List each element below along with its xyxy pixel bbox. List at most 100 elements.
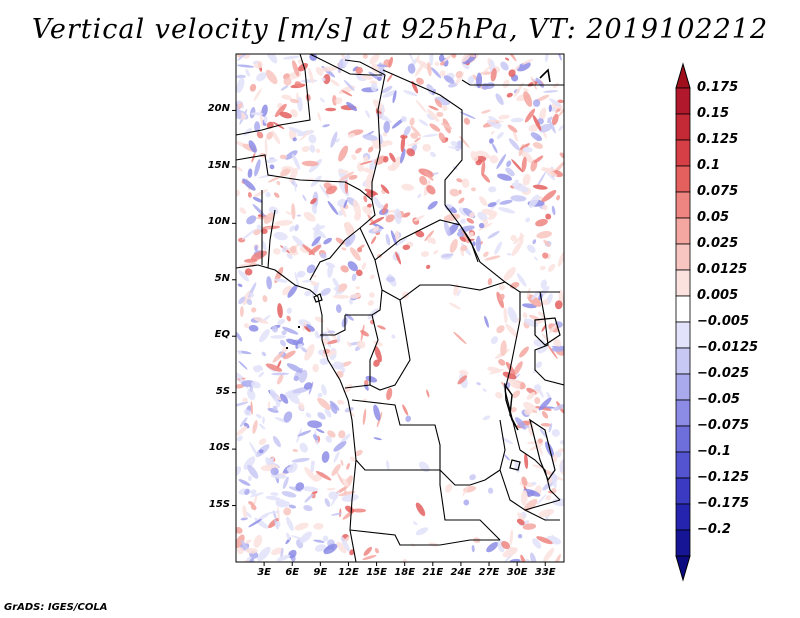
field-blob xyxy=(323,543,338,555)
field-blob xyxy=(400,115,408,123)
field-blob xyxy=(357,247,363,253)
field-blob xyxy=(386,387,393,401)
field-blob xyxy=(456,289,462,297)
colorbar-segment xyxy=(675,399,691,427)
field-blob xyxy=(331,364,346,371)
field-blob xyxy=(556,194,561,201)
field-blob xyxy=(305,412,312,418)
field-blob xyxy=(340,54,351,68)
field-blob xyxy=(337,169,349,174)
field-blob xyxy=(370,236,377,245)
field-blob xyxy=(335,97,343,105)
colorbar-segment xyxy=(675,477,691,505)
field-blob xyxy=(236,332,243,342)
axis-ticks xyxy=(232,109,546,566)
field-blob xyxy=(295,482,305,491)
field-blob xyxy=(330,512,343,516)
field-blob xyxy=(236,435,243,442)
field-blob xyxy=(313,539,325,543)
field-blob xyxy=(510,234,517,242)
field-blob xyxy=(422,133,439,138)
field-blob xyxy=(427,108,440,122)
field-blob xyxy=(294,81,302,87)
field-blob xyxy=(325,107,337,112)
field-blob xyxy=(304,326,311,333)
field-blob xyxy=(344,221,353,238)
field-blob xyxy=(243,128,252,136)
field-blob xyxy=(338,491,356,497)
field-blob xyxy=(413,215,425,222)
field-blob xyxy=(542,204,548,211)
colorbar-segment xyxy=(675,191,691,219)
field-blob xyxy=(471,187,476,192)
field-blob xyxy=(341,494,359,502)
field-blob xyxy=(255,413,262,419)
field-blob xyxy=(388,56,393,68)
field-blob xyxy=(475,235,481,252)
field-blob xyxy=(481,109,491,114)
field-blob xyxy=(400,135,406,153)
field-blob xyxy=(373,359,380,367)
field-blob xyxy=(490,68,497,82)
colorbar-segment xyxy=(675,165,691,193)
field-blob xyxy=(530,132,543,141)
field-blob xyxy=(266,131,274,140)
field-blob xyxy=(498,293,505,301)
field-blob xyxy=(239,417,248,428)
field-blob xyxy=(414,137,421,143)
field-blob xyxy=(296,214,302,217)
field-blob xyxy=(275,220,293,226)
field-blob xyxy=(279,154,288,160)
field-blob xyxy=(524,108,536,123)
field-blob xyxy=(340,265,349,273)
field-blob xyxy=(254,121,261,133)
field-blob xyxy=(426,389,430,398)
field-blob xyxy=(364,379,369,386)
field-blob xyxy=(496,154,507,170)
lat-label: 10S xyxy=(208,442,230,454)
field-blob xyxy=(344,233,356,247)
field-blob xyxy=(252,196,263,203)
field-blob xyxy=(236,547,245,555)
field-blob xyxy=(489,155,499,164)
field-blob xyxy=(265,69,278,85)
colorbar-label: −0.175 xyxy=(697,496,750,511)
field-blob xyxy=(294,522,309,531)
field-blob xyxy=(440,61,445,66)
field-blob xyxy=(276,500,290,508)
field-blob xyxy=(276,554,291,562)
field-blob xyxy=(521,58,534,65)
field-blob xyxy=(503,454,511,461)
field-blob xyxy=(369,54,380,65)
field-blob xyxy=(501,541,511,550)
field-blob xyxy=(240,517,248,521)
field-blob xyxy=(460,245,468,252)
field-blob xyxy=(390,156,402,171)
field-blob xyxy=(401,183,414,191)
field-blob xyxy=(314,544,326,552)
field-blob xyxy=(551,534,559,545)
field-blob xyxy=(269,388,279,403)
field-blob xyxy=(323,74,331,85)
field-blob xyxy=(487,366,502,373)
field-blob xyxy=(421,251,429,258)
lat-label: 5N xyxy=(214,272,230,284)
field-blob xyxy=(424,230,434,242)
field-blob xyxy=(352,508,367,513)
field-blob xyxy=(383,156,389,163)
field-blob xyxy=(405,415,412,422)
field-blob xyxy=(312,363,320,373)
field-blob xyxy=(265,495,281,501)
colorbar-segment xyxy=(675,529,691,557)
field-blob xyxy=(244,488,250,496)
field-blob xyxy=(440,122,453,130)
field-blob xyxy=(541,411,549,419)
field-blob xyxy=(386,460,390,470)
field-blob xyxy=(500,61,509,71)
field-blob xyxy=(242,397,248,403)
lat-label: 10N xyxy=(207,216,230,228)
field-blob xyxy=(536,361,543,369)
field-blob xyxy=(337,290,344,295)
field-blob xyxy=(250,381,261,389)
